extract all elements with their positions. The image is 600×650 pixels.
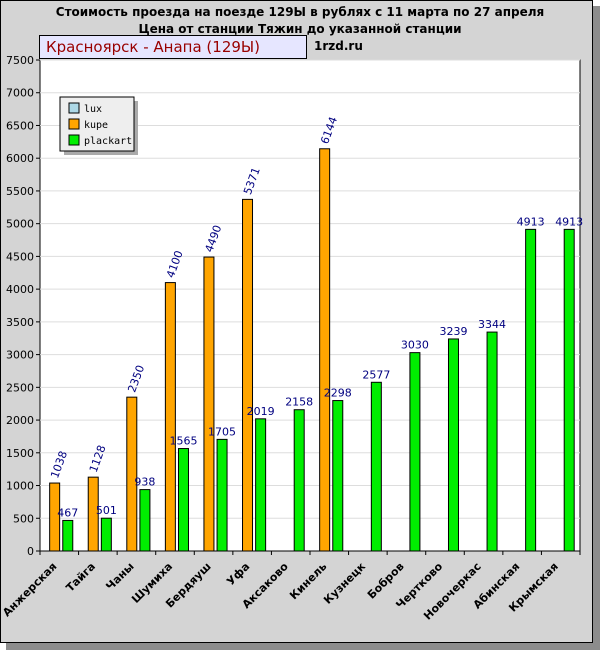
data-label-plackart: 938 — [134, 476, 155, 489]
data-label-plackart: 501 — [96, 504, 117, 517]
data-label-plackart: 2298 — [324, 387, 352, 400]
data-label-plackart: 3344 — [478, 318, 506, 331]
legend-swatch-kupe — [68, 118, 80, 130]
bar-plackart — [409, 352, 421, 552]
source-label: 1rzd.ru — [314, 39, 363, 53]
legend-label-kupe: kupe — [84, 120, 108, 131]
bar-plackart — [525, 228, 537, 552]
legend-swatch-plackart — [68, 134, 80, 146]
frame-shadow-right — [593, 6, 600, 650]
bar-plackart — [139, 489, 151, 552]
y-tick-label: 7000 — [6, 87, 34, 100]
frame-shadow-bottom — [6, 643, 600, 650]
bar-plackart — [332, 400, 344, 552]
data-label-plackart: 3030 — [401, 339, 429, 352]
bar-kupe — [242, 198, 254, 552]
route-label: Красноярск - Анапа (129Ы) — [39, 35, 307, 59]
data-label-plackart: 4913 — [555, 215, 583, 228]
x-tick-label: Тайга — [64, 560, 99, 595]
y-tick-label: 3000 — [6, 349, 34, 362]
bar-plackart — [447, 338, 459, 552]
chart-subtitle: Цена от станции Тяжин до указанной станц… — [138, 22, 462, 36]
y-tick-label: 1500 — [6, 447, 34, 460]
legend-label-lux: lux — [84, 104, 102, 115]
bar-kupe — [49, 482, 61, 552]
y-tick-label: 1000 — [6, 480, 34, 493]
chart-title: Стоимость проезда на поезде 129Ы в рубля… — [55, 5, 545, 19]
legend-swatch-lux — [68, 102, 80, 114]
y-tick-label: 4500 — [6, 250, 34, 263]
data-label-plackart: 2158 — [285, 396, 313, 409]
data-label-plackart: 3239 — [439, 325, 467, 338]
y-tick-label: 4000 — [6, 283, 34, 296]
bar-kupe — [87, 476, 99, 552]
y-tick-label: 5500 — [6, 185, 34, 198]
bar-kupe — [203, 256, 215, 552]
y-tick-label: 0 — [27, 545, 34, 558]
data-label-plackart: 2019 — [247, 405, 275, 418]
x-tick-label: Уфа — [224, 560, 252, 588]
y-tick-label: 7500 — [6, 54, 34, 67]
x-tick-label: Анжерская — [0, 560, 59, 619]
y-tick-label: 6000 — [6, 152, 34, 165]
bar-kupe — [319, 148, 331, 552]
bar-plackart — [486, 331, 498, 552]
data-label-plackart: 4913 — [517, 215, 545, 228]
bar-plackart — [62, 519, 74, 552]
bar-plackart — [293, 409, 305, 552]
data-label-plackart: 1705 — [208, 425, 236, 438]
bar-plackart — [177, 448, 189, 552]
bar-kupe — [164, 282, 176, 552]
y-tick-label: 3500 — [6, 316, 34, 329]
x-tick-label: Чаны — [103, 560, 136, 593]
x-tick-label: Кузнецк — [321, 560, 368, 607]
bar-plackart — [216, 438, 228, 552]
bar-plackart — [370, 381, 382, 552]
y-tick-label: 2500 — [6, 381, 34, 394]
y-tick-label: 500 — [13, 512, 34, 525]
bar-plackart — [100, 517, 112, 552]
legend-label-plackart: plackart — [84, 136, 132, 147]
y-tick-label: 6500 — [6, 119, 34, 132]
y-tick-label: 5000 — [6, 218, 34, 231]
y-tick-label: 2000 — [6, 414, 34, 427]
data-label-plackart: 2577 — [362, 368, 390, 381]
bar-plackart — [255, 418, 267, 552]
bar-plackart — [563, 228, 575, 552]
data-label-plackart: 467 — [57, 506, 78, 519]
data-label-plackart: 1565 — [169, 435, 197, 448]
bar-kupe — [126, 396, 138, 552]
